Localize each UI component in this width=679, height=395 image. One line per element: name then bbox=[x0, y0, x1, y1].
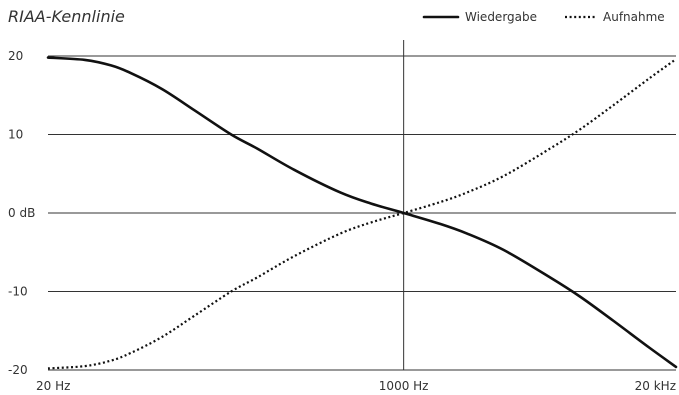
y-tick-label: -10 bbox=[8, 285, 28, 299]
legend: Wiedergabe Aufnahme bbox=[422, 10, 665, 24]
chart-title: RIAA-Kennlinie bbox=[8, 7, 125, 26]
y-tick-label: 20 bbox=[8, 49, 23, 63]
legend-label-aufnahme: Aufnahme bbox=[603, 10, 665, 24]
x-axis-ticks: 20 Hz 1000 Hz 20 kHz bbox=[36, 379, 676, 393]
x-tick-label: 20 kHz bbox=[635, 379, 676, 393]
x-tick-label: 20 Hz bbox=[36, 379, 70, 393]
y-tick-label: 10 bbox=[8, 128, 23, 142]
legend-label-wiedergabe: Wiedergabe bbox=[465, 10, 537, 24]
series-line-wiedergabe bbox=[46, 56, 678, 369]
grid bbox=[48, 40, 676, 371]
y-axis-ticks: 20 10 0 dB -10 -20 bbox=[8, 49, 35, 377]
y-tick-label: -20 bbox=[8, 363, 28, 377]
y-tick-label: 0 dB bbox=[8, 206, 35, 220]
series-line-aufnahme bbox=[47, 58, 677, 370]
x-tick-label: 1000 Hz bbox=[379, 379, 429, 393]
series-layer bbox=[46, 56, 678, 370]
